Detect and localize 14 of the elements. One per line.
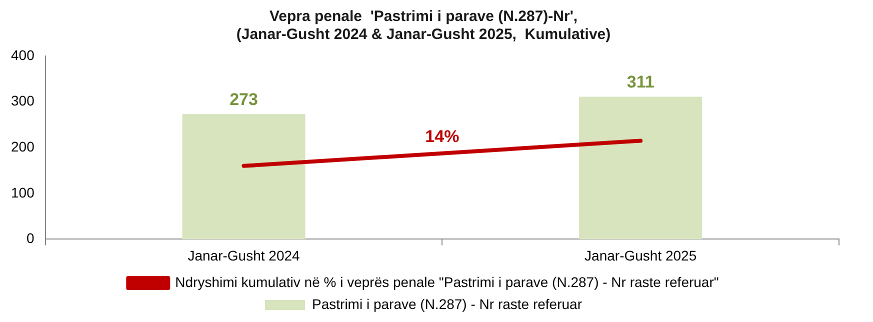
y-tick-label: 300 [11, 92, 35, 109]
y-tick-label: 200 [11, 138, 35, 154]
text: (Janar-Gusht 2024 & Janar-Gusht 2025, Kumulative) [236, 26, 611, 44]
legend-label: Ndryshimi kumulativ në % i veprës penale "Pastrimi i parave (N.287) - Nr raste referuar" [175, 274, 719, 290]
y-tick-label: 400 [11, 46, 35, 63]
text: Vepra penale 'Pastrimi i parave (N.287)-Nr', [269, 8, 578, 26]
x-tick-label: Janar-Gusht 2024 [188, 247, 300, 264]
annotation: 14% [425, 127, 460, 146]
data-label: 273 [230, 90, 258, 109]
x-tick-label: Janar-Gusht 2025 [584, 247, 697, 264]
y-tick-label: 0 [26, 230, 35, 246]
y-tick-label: 100 [11, 184, 35, 200]
data-label: 311 [626, 72, 654, 92]
legend-label: Pastrimi i parave (N.287) - Nr raste referuar [312, 296, 582, 312]
